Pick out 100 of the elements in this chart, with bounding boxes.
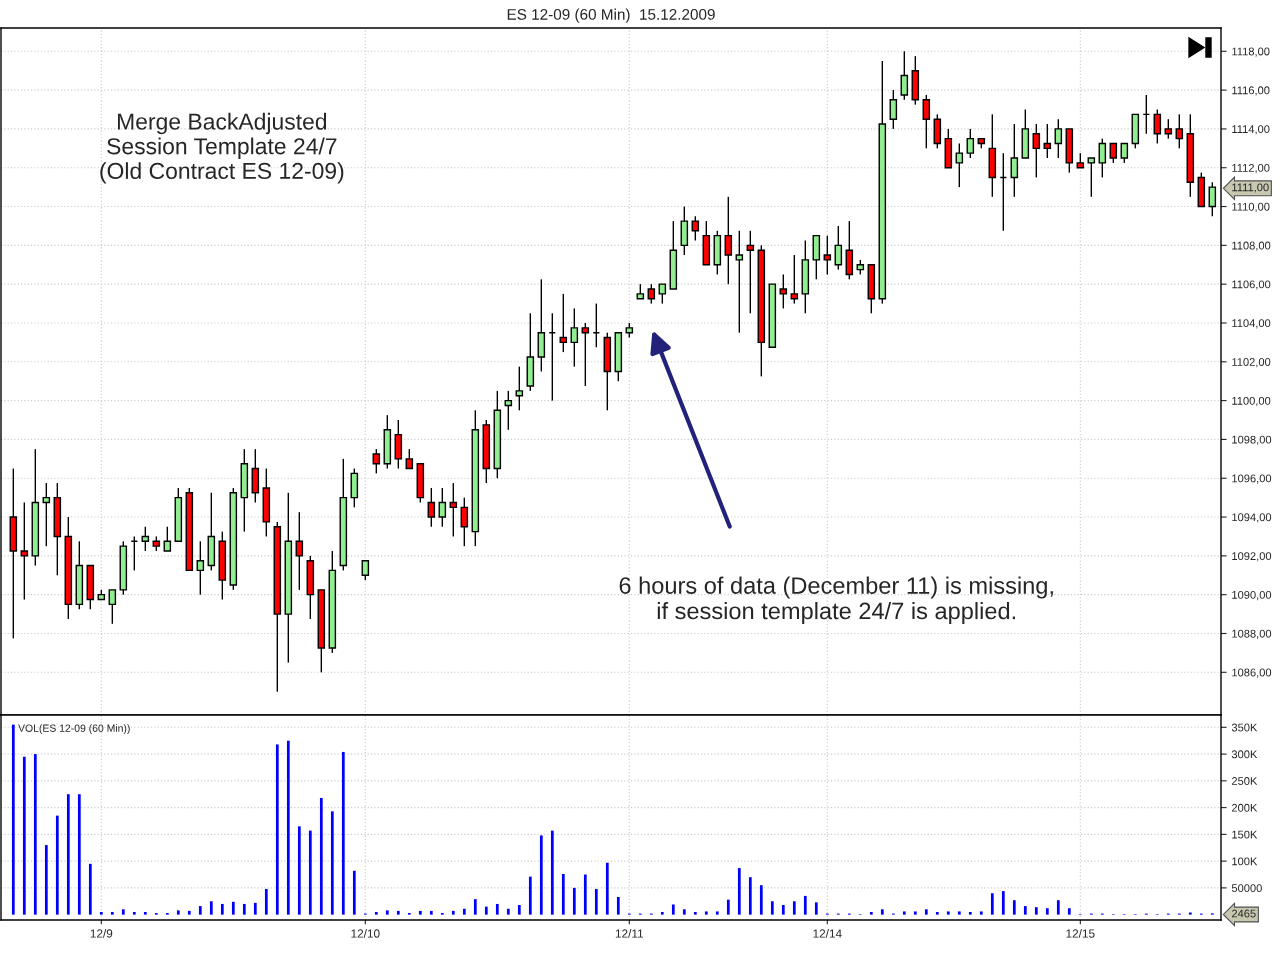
bar bbox=[55, 815, 59, 915]
x-tick-label: 12/15 bbox=[1066, 929, 1095, 938]
candlestick bbox=[1153, 108, 1162, 145]
candlestick bbox=[724, 196, 733, 285]
bar bbox=[561, 873, 565, 915]
bar bbox=[143, 911, 147, 915]
bar bbox=[792, 901, 796, 915]
bar bbox=[539, 835, 543, 915]
y-tick-label: 1098,00 bbox=[1232, 435, 1272, 445]
bar bbox=[176, 910, 180, 915]
candlestick bbox=[361, 560, 370, 581]
bar bbox=[990, 893, 994, 915]
bar bbox=[968, 911, 972, 915]
y-tick-label: 1108,00 bbox=[1232, 241, 1271, 251]
bar bbox=[726, 899, 730, 915]
bar bbox=[484, 906, 488, 915]
bar bbox=[132, 911, 136, 915]
candlestick bbox=[438, 487, 447, 528]
x-tick-label: 12/10 bbox=[351, 929, 380, 938]
candlestick bbox=[460, 496, 469, 547]
bar bbox=[374, 911, 378, 915]
bar bbox=[814, 902, 818, 915]
bar bbox=[957, 911, 961, 915]
candlestick bbox=[515, 365, 524, 412]
bar bbox=[1056, 900, 1060, 915]
y-tick-label: 1106,00 bbox=[1232, 280, 1271, 290]
y-tick-label: 100K bbox=[1232, 857, 1258, 866]
text: VOL(ES 12-09 (60 Min)) bbox=[18, 724, 130, 734]
bar bbox=[495, 903, 499, 915]
candlestick bbox=[658, 283, 667, 305]
candlestick bbox=[647, 283, 656, 305]
bar bbox=[319, 797, 323, 915]
chart-title: ES 12-09 (60 Min) 15.12.2009 bbox=[507, 8, 715, 23]
bar bbox=[737, 868, 741, 915]
y-tick-label: 1090,00 bbox=[1232, 590, 1272, 601]
bar bbox=[286, 740, 290, 915]
bar bbox=[341, 751, 345, 915]
bar bbox=[880, 909, 884, 915]
candlestick bbox=[163, 526, 172, 552]
bar bbox=[220, 903, 224, 915]
candlestick bbox=[20, 501, 29, 601]
y-tick-label: 50000 bbox=[1231, 884, 1262, 893]
bar bbox=[121, 909, 125, 915]
bar bbox=[429, 910, 433, 915]
bar bbox=[902, 911, 906, 915]
candlestick bbox=[735, 230, 744, 334]
bar bbox=[1001, 891, 1005, 915]
candlestick bbox=[1208, 181, 1217, 217]
bar bbox=[594, 888, 598, 915]
candlestick bbox=[823, 234, 832, 276]
candlestick bbox=[1054, 118, 1063, 159]
bar bbox=[11, 724, 15, 915]
y-tick-label: 250K bbox=[1231, 777, 1258, 785]
candlestick bbox=[449, 482, 458, 538]
candlestick bbox=[196, 540, 205, 596]
candlestick bbox=[889, 89, 898, 130]
annotation: Merge BackAdjusted Session Template 24/7 (Old Contract ES 12-09) bbox=[100, 112, 344, 184]
bar bbox=[33, 754, 37, 915]
y-tick-label: 1110,00 bbox=[1232, 202, 1270, 212]
bar bbox=[451, 910, 455, 915]
bar bbox=[693, 911, 697, 915]
y-tick-label: 1086,00 bbox=[1232, 668, 1272, 678]
bar bbox=[1045, 908, 1049, 915]
bar bbox=[1188, 912, 1192, 915]
bar bbox=[330, 811, 334, 915]
candlestick bbox=[790, 254, 799, 305]
y-tick-label: 1116,00 bbox=[1232, 86, 1270, 96]
bar bbox=[110, 911, 114, 915]
x-tick-label: 12/14 bbox=[813, 929, 842, 938]
bar bbox=[275, 744, 279, 915]
bar bbox=[770, 901, 774, 915]
candlestick bbox=[779, 273, 788, 310]
bar bbox=[1034, 907, 1038, 915]
y-tick-label: 1100,00 bbox=[1232, 396, 1271, 407]
candlestick bbox=[1087, 157, 1096, 198]
candlestick bbox=[746, 230, 755, 314]
bar bbox=[242, 903, 246, 915]
bar bbox=[231, 901, 235, 915]
y-tick-label: 350K bbox=[1231, 723, 1258, 732]
candlestick bbox=[1032, 123, 1041, 179]
bar bbox=[264, 888, 268, 915]
y-tick-label: 1094,00 bbox=[1232, 513, 1272, 523]
candlestick bbox=[108, 589, 117, 625]
candlestick bbox=[1164, 118, 1173, 140]
bar bbox=[517, 905, 521, 915]
candlestick bbox=[691, 215, 700, 242]
candlestick bbox=[1109, 142, 1118, 164]
bar bbox=[1023, 906, 1027, 915]
candlestick bbox=[372, 448, 381, 475]
bar bbox=[583, 874, 587, 915]
candlestick bbox=[141, 526, 150, 552]
bar bbox=[913, 911, 917, 915]
bar bbox=[418, 910, 422, 915]
x-tick-label: 12/9 bbox=[90, 929, 113, 938]
bar bbox=[308, 830, 312, 915]
bar bbox=[935, 911, 939, 915]
bar bbox=[528, 876, 532, 915]
bar bbox=[748, 877, 752, 915]
bar bbox=[550, 830, 554, 915]
candlestick bbox=[922, 94, 931, 150]
